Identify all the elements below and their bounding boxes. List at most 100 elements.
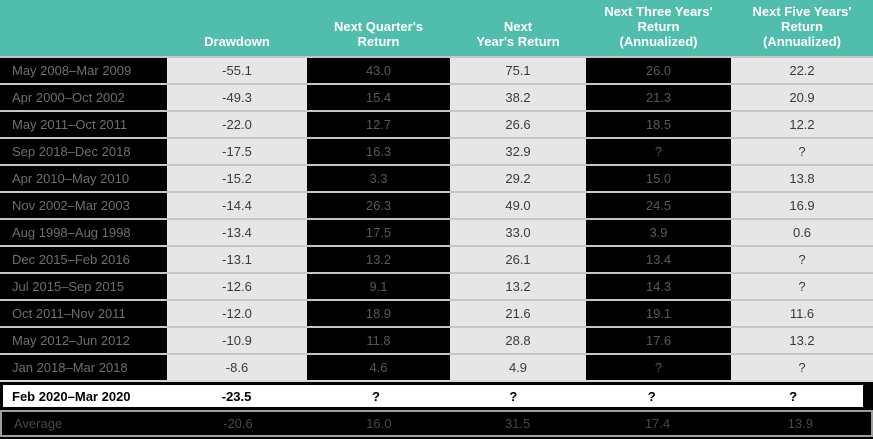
cell-drawdown: -13.4 [167, 218, 307, 245]
table-row: Dec 2015–Feb 2016 -13.1 13.2 26.1 13.4? [0, 245, 873, 272]
table-row: Aug 1998–Aug 1998 -13.4 17.5 33.0 3.9 0.6 [0, 218, 873, 245]
cell-next-five-years-return: ? [731, 245, 873, 272]
cell-drawdown: -55.1 [167, 56, 307, 83]
highlight-row-feb-2020: Feb 2020–Mar 2020 -23.5???? [0, 382, 866, 410]
cell-period: Jul 2015–Sep 2015 [0, 272, 167, 299]
cell-next-quarter-return: ? [305, 385, 447, 407]
cell-drawdown: -8.6 [167, 353, 307, 380]
column-header-period [0, 0, 167, 56]
column-header-next-three-years-return: Next Three Years' Return (Annualized) [604, 4, 713, 49]
cell-drawdown: -22.0 [167, 110, 307, 137]
cell-next-three-years-return: 24.5 [586, 191, 731, 218]
cell-next-five-years-return: 13.9 [729, 412, 871, 435]
cell-next-five-years-return: 13.2 [731, 326, 873, 353]
cell-next-five-years-return: 16.9 [731, 191, 873, 218]
cell-next-five-years-return: ? [731, 137, 873, 164]
cell-drawdown: -12.6 [167, 272, 307, 299]
cell-next-three-years-return: 21.3 [586, 83, 731, 110]
cell-period: Dec 2015–Feb 2016 [0, 245, 167, 272]
cell-next-quarter-return: 4.6 [307, 353, 450, 380]
column-header-next-quarter-return: Next Quarter's Return [333, 19, 424, 49]
cell-period: Jan 2018–Mar 2018 [0, 353, 167, 380]
cell-drawdown: -17.5 [167, 137, 307, 164]
cell-next-year-return: 75.1 [450, 56, 586, 83]
cell-next-three-years-return: 18.5 [586, 110, 731, 137]
cell-period: May 2012–Jun 2012 [0, 326, 167, 353]
cell-next-quarter-return: 16.0 [307, 412, 450, 435]
cell-next-year-return: 33.0 [450, 218, 586, 245]
cell-next-three-years-return: ? [586, 353, 731, 380]
cell-next-year-return: 26.1 [450, 245, 586, 272]
cell-period: Sep 2018–Dec 2018 [0, 137, 167, 164]
cell-next-quarter-return: 16.3 [307, 137, 450, 164]
cell-next-three-years-return: 15.0 [586, 164, 731, 191]
cell-next-quarter-return: 13.2 [307, 245, 450, 272]
cell-drawdown: -15.2 [167, 164, 307, 191]
cell-next-quarter-return: 26.3 [307, 191, 450, 218]
cell-next-year-return: 21.6 [450, 299, 586, 326]
cell-period: Nov 2002–Mar 2003 [0, 191, 167, 218]
column-header-drawdown: Drawdown [204, 34, 270, 49]
cell-drawdown: -12.0 [167, 299, 307, 326]
table-row: Apr 2010–May 2010 -15.2 3.3 29.2 15.0 13.8 [0, 164, 873, 191]
cell-next-quarter-return: 3.3 [307, 164, 450, 191]
cell-next-quarter-return: 43.0 [307, 56, 450, 83]
column-header-next-year-return: Next Year's Return [476, 19, 560, 49]
cell-next-five-years-return: ? [731, 353, 873, 380]
cell-next-year-return: 28.8 [450, 326, 586, 353]
cell-next-quarter-return: 9.1 [307, 272, 450, 299]
cell-drawdown: -14.4 [167, 191, 307, 218]
average-row: Average -20.6 16.0 31.5 17.4 13.9 [0, 410, 873, 437]
cell-drawdown: -10.9 [167, 326, 307, 353]
cell-next-five-years-return: ? [723, 385, 863, 407]
column-header-next-five-years-return: Next Five Years' Return (Annualized) [752, 4, 852, 49]
cell-next-year-return: 38.2 [450, 83, 586, 110]
table-header-row: Drawdown Next Quarter's Return Next Year's… [0, 0, 873, 56]
cell-next-quarter-return: 12.7 [307, 110, 450, 137]
cell-next-quarter-return: 11.8 [307, 326, 450, 353]
cell-next-three-years-return: ? [580, 385, 724, 407]
cell-next-three-years-return: 26.0 [586, 56, 731, 83]
cell-next-year-return: 32.9 [450, 137, 586, 164]
cell-next-three-years-return: 3.9 [586, 218, 731, 245]
cell-next-three-years-return: ? [586, 137, 731, 164]
cell-next-five-years-return: 0.6 [731, 218, 873, 245]
cell-next-year-return: 31.5 [449, 412, 586, 435]
cell-next-five-years-return: 22.2 [731, 56, 873, 83]
cell-period: Aug 1998–Aug 1998 [0, 218, 167, 245]
table-row: Oct 2011–Nov 2011 -12.0 18.9 21.6 19.1 11.6 [0, 299, 873, 326]
cell-next-three-years-return: 19.1 [586, 299, 731, 326]
cell-next-year-return: 13.2 [450, 272, 586, 299]
cell-drawdown: -13.1 [167, 245, 307, 272]
cell-next-quarter-return: 17.5 [307, 218, 450, 245]
cell-period: Apr 2010–May 2010 [0, 164, 167, 191]
cell-period: May 2011–Oct 2011 [0, 110, 167, 137]
cell-next-five-years-return: 20.9 [731, 83, 873, 110]
table-row: Jan 2018–Mar 2018 -8.6 4.6 4.9?? [0, 353, 873, 380]
cell-period: May 2008–Mar 2009 [0, 56, 167, 83]
table-row: Sep 2018–Dec 2018 -17.5 16.3 32.9?? [0, 137, 873, 164]
cell-next-three-years-return: 13.4 [586, 245, 731, 272]
cell-next-five-years-return: ? [731, 272, 873, 299]
cell-next-year-return: 4.9 [450, 353, 586, 380]
table-row: Apr 2000–Oct 2002 -49.3 15.4 38.2 21.3 20.9 [0, 83, 873, 110]
table-body: May 2008–Mar 2009 -55.1 43.0 75.1 26.0 22.2 Ap… [0, 56, 873, 437]
cell-next-year-return: 26.6 [450, 110, 586, 137]
table-row: May 2011–Oct 2011 -22.0 12.7 26.6 18.5 12.2 [0, 110, 873, 137]
cell-next-quarter-return: 18.9 [307, 299, 450, 326]
cell-period: Apr 2000–Oct 2002 [0, 83, 167, 110]
cell-next-year-return: 49.0 [450, 191, 586, 218]
table-row: May 2012–Jun 2012 -10.9 11.8 28.8 17.6 13.2 [0, 326, 873, 353]
row-gap [0, 380, 873, 382]
cell-next-three-years-return: 17.4 [585, 412, 730, 435]
cell-next-year-return: ? [446, 385, 581, 407]
cell-next-three-years-return: 14.3 [586, 272, 731, 299]
cell-drawdown: -49.3 [167, 83, 307, 110]
table-row: May 2008–Mar 2009 -55.1 43.0 75.1 26.0 22.2 [0, 56, 873, 83]
table-row: Nov 2002–Mar 2003 -14.4 26.3 49.0 24.5 16.9 [0, 191, 873, 218]
cell-next-five-years-return: 11.6 [731, 299, 873, 326]
cell-next-three-years-return: 17.6 [586, 326, 731, 353]
cell-period: Feb 2020–Mar 2020 [3, 385, 168, 407]
cell-drawdown: -23.5 [167, 385, 306, 407]
